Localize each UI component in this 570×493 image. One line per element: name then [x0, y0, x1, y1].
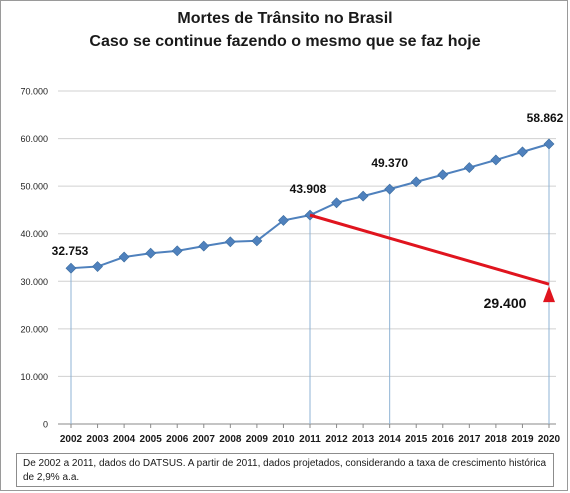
chart-subtitle: Caso se continue fazendo o mesmo que se … [89, 33, 481, 50]
data-point-marker [384, 183, 396, 195]
data-point-marker [490, 154, 502, 166]
data-label: 29.400 [484, 295, 527, 311]
x-tick-label: 2011 [299, 434, 321, 445]
data-point-marker [517, 146, 528, 158]
x-tick-label: 2017 [458, 434, 481, 445]
x-tick-label: 2009 [246, 434, 269, 445]
x-tick-label: 2007 [193, 434, 216, 445]
x-tick-label: 2020 [538, 434, 561, 445]
data-point-marker [224, 236, 236, 248]
grid-lines [58, 90, 556, 425]
data-point-marker [463, 162, 475, 174]
data-point-marker [198, 240, 210, 252]
data-point-marker [171, 245, 183, 257]
x-tick-label: 2016 [432, 434, 455, 445]
x-tick-label: 2012 [325, 434, 348, 445]
x-tick-label: 2003 [86, 434, 109, 445]
annotations: 32.753 43.908 49.370 58.862 29.400 [52, 111, 564, 311]
y-tick-label: 10.000 [20, 372, 48, 382]
drop-lines [70, 143, 550, 424]
data-point-marker [331, 197, 342, 209]
data-label: 32.753 [52, 244, 89, 258]
y-tick-label: 50.000 [20, 182, 48, 192]
x-tick-label: 2004 [113, 434, 136, 445]
data-point-marker [251, 235, 263, 247]
x-tick-label: 2013 [352, 434, 375, 445]
x-axis-ticks: 2002 2003 2004 2005 2006 2007 2008 2009 2010 2011… [60, 424, 561, 445]
x-tick-label: 2018 [485, 434, 508, 445]
data-point-marker [65, 262, 77, 274]
x-tick-label: 2008 [219, 434, 242, 445]
footnote: De 2002 a 2011, dados do DATSUS. A parti… [16, 453, 554, 487]
data-point-marker [118, 251, 130, 263]
data-label: 58.862 [527, 111, 564, 125]
y-tick-label: 0 [43, 420, 48, 430]
y-tick-label: 40.000 [20, 229, 48, 239]
data-point-marker [92, 261, 103, 272]
data-point-marker [278, 214, 289, 226]
data-label: 43.908 [290, 182, 327, 196]
projection-line [309, 213, 550, 286]
x-tick-label: 2010 [272, 434, 295, 445]
data-point-marker [145, 247, 157, 259]
data-point-marker [410, 176, 422, 188]
data-point-marker [543, 138, 555, 150]
y-tick-label: 60.000 [20, 134, 48, 144]
series-layer [65, 138, 555, 303]
data-label: 49.370 [371, 156, 408, 170]
x-tick-label: 2015 [405, 434, 428, 445]
y-tick-label: 30.000 [20, 277, 48, 287]
y-tick-label: 70.000 [20, 87, 48, 97]
projection-arrowhead [543, 286, 555, 303]
x-tick-label: 2005 [140, 434, 163, 445]
data-point-marker [357, 190, 369, 202]
data-point-marker [437, 169, 449, 181]
x-tick-label: 2014 [379, 434, 402, 445]
x-tick-label: 2006 [166, 434, 189, 445]
y-tick-label: 20.000 [20, 324, 48, 334]
x-tick-label: 2019 [511, 434, 534, 445]
chart-title: Mortes de Trânsito no Brasil [177, 10, 393, 27]
x-tick-label: 2002 [60, 434, 83, 445]
y-axis-ticks: 0 10.000 20.000 30.000 40.000 50.000 60.000 70.… [20, 87, 48, 430]
